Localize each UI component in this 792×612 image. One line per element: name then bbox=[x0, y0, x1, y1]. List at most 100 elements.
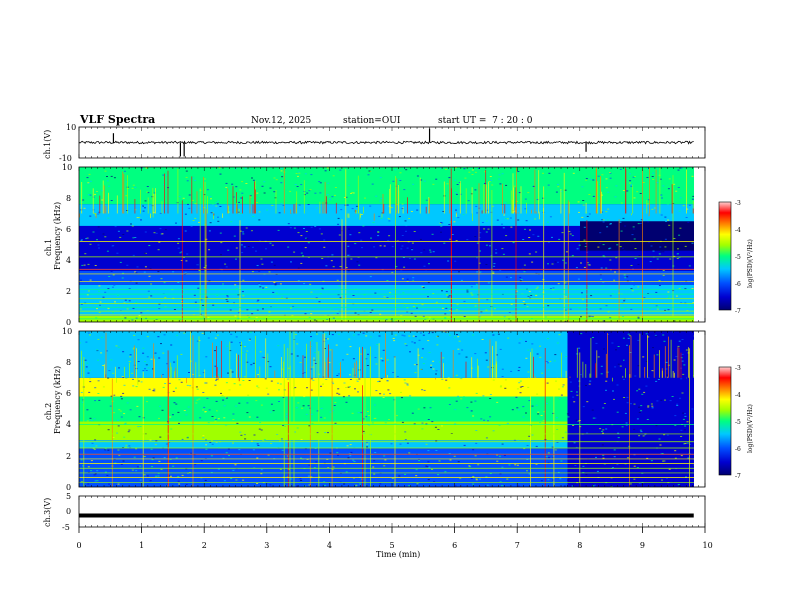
spec-speckle bbox=[633, 454, 636, 456]
spec-speckle bbox=[135, 301, 138, 303]
spec-speckle bbox=[86, 177, 89, 179]
spec-speckle bbox=[238, 360, 241, 362]
spec-speckle bbox=[408, 485, 411, 487]
spec-speckle bbox=[577, 278, 580, 280]
spec-speckle bbox=[427, 340, 430, 342]
spec-speckle bbox=[447, 377, 450, 379]
spec-speckle bbox=[566, 413, 569, 415]
spec-speckle bbox=[622, 190, 625, 191]
spec-speckle bbox=[95, 317, 98, 319]
spec-speckle bbox=[563, 453, 566, 455]
spec-speckle bbox=[378, 380, 381, 382]
spec-speckle bbox=[211, 443, 214, 445]
spec-speckle bbox=[537, 411, 540, 413]
spec-speckle bbox=[444, 331, 447, 333]
spec-speckle bbox=[651, 208, 654, 210]
spec-speckle bbox=[612, 390, 614, 392]
spec-speckle bbox=[160, 278, 163, 280]
spec-speckle bbox=[348, 338, 351, 340]
spec-speckle bbox=[282, 461, 284, 463]
spec-speckle bbox=[470, 478, 473, 479]
spec-speckle bbox=[320, 385, 322, 387]
spec-speckle bbox=[285, 297, 288, 299]
spec-speckle bbox=[401, 278, 404, 280]
spec-speckle bbox=[609, 317, 612, 319]
spec-speckle bbox=[89, 279, 92, 281]
spec-speckle bbox=[337, 454, 339, 456]
spec-speckle bbox=[456, 184, 459, 185]
spec-speckle bbox=[517, 219, 520, 221]
spec-speckle bbox=[457, 461, 460, 463]
colorbar-1-label: log(PSD)(V²/Hz) bbox=[747, 239, 754, 288]
spec-speckle bbox=[488, 181, 491, 182]
spec-speckle bbox=[400, 381, 403, 383]
spec-speckle bbox=[363, 294, 366, 296]
spec-speckle bbox=[504, 387, 507, 389]
spec-speckle bbox=[173, 432, 176, 434]
spec-speckle bbox=[630, 265, 633, 266]
spec-speckle bbox=[150, 283, 153, 285]
spec-speckle bbox=[243, 434, 246, 436]
spec-speckle bbox=[378, 252, 381, 254]
spec-speckle bbox=[210, 472, 213, 473]
spec-speckle bbox=[506, 422, 509, 424]
spec-speckle bbox=[421, 422, 424, 424]
spec-speckle bbox=[616, 464, 619, 466]
spec-speckle bbox=[246, 230, 249, 232]
spec-speckle bbox=[522, 406, 525, 408]
spec-speckle bbox=[240, 171, 243, 173]
spec-speckle bbox=[138, 217, 141, 219]
spec-speckle bbox=[380, 217, 383, 219]
spec-speckle bbox=[613, 398, 615, 400]
spec-speckle bbox=[216, 258, 219, 259]
spec-speckle bbox=[145, 317, 148, 319]
spec-speckle bbox=[676, 258, 679, 259]
spec-speckle bbox=[152, 457, 155, 459]
spec-speckle bbox=[614, 394, 617, 395]
spec-speckle bbox=[582, 299, 584, 301]
spec-speckle bbox=[592, 417, 595, 419]
spec-speckle bbox=[377, 235, 380, 237]
spec-speckle bbox=[386, 280, 389, 281]
spec-speckle bbox=[97, 393, 100, 394]
spec-speckle bbox=[183, 410, 186, 411]
spec-speckle bbox=[352, 295, 355, 296]
spec-speckle bbox=[528, 237, 531, 238]
spec-speckle bbox=[250, 299, 253, 301]
spec-speckle bbox=[89, 215, 92, 217]
spec-speckle bbox=[421, 348, 424, 350]
spec-speckle bbox=[668, 178, 671, 180]
spec-speckle bbox=[126, 264, 129, 266]
spec-speckle bbox=[394, 334, 397, 336]
spec-speckle bbox=[445, 450, 448, 452]
spec-speckle bbox=[379, 483, 382, 485]
spec-speckle bbox=[633, 214, 636, 216]
spec-speckle bbox=[624, 412, 627, 414]
spec-speckle bbox=[119, 236, 122, 238]
spec-speckle bbox=[142, 352, 145, 354]
spec-speckle bbox=[355, 485, 358, 487]
spec-speckle bbox=[223, 417, 226, 419]
spec-speckle bbox=[607, 191, 610, 193]
spec-speckle bbox=[297, 415, 300, 417]
spec-speckle bbox=[590, 315, 593, 317]
spec-speckle bbox=[519, 380, 522, 382]
spec-speckle bbox=[87, 183, 90, 185]
spec-speckle bbox=[307, 242, 310, 244]
spec-speckle bbox=[646, 457, 649, 459]
spec-speckle bbox=[119, 462, 122, 464]
spec-speckle bbox=[132, 184, 135, 186]
spec-speckle bbox=[249, 338, 251, 340]
spec-speckle bbox=[524, 167, 527, 169]
spec-speckle bbox=[150, 358, 153, 360]
spec-speckle bbox=[244, 374, 247, 376]
spec-speckle bbox=[131, 319, 134, 321]
spec-speckle bbox=[509, 217, 512, 219]
spec-speckle bbox=[480, 418, 483, 420]
spec-speckle bbox=[303, 485, 306, 487]
spec-speckle bbox=[419, 205, 422, 207]
spec-speckle bbox=[372, 222, 375, 223]
spec-speckle bbox=[291, 411, 294, 413]
spec-speckle bbox=[194, 463, 197, 465]
